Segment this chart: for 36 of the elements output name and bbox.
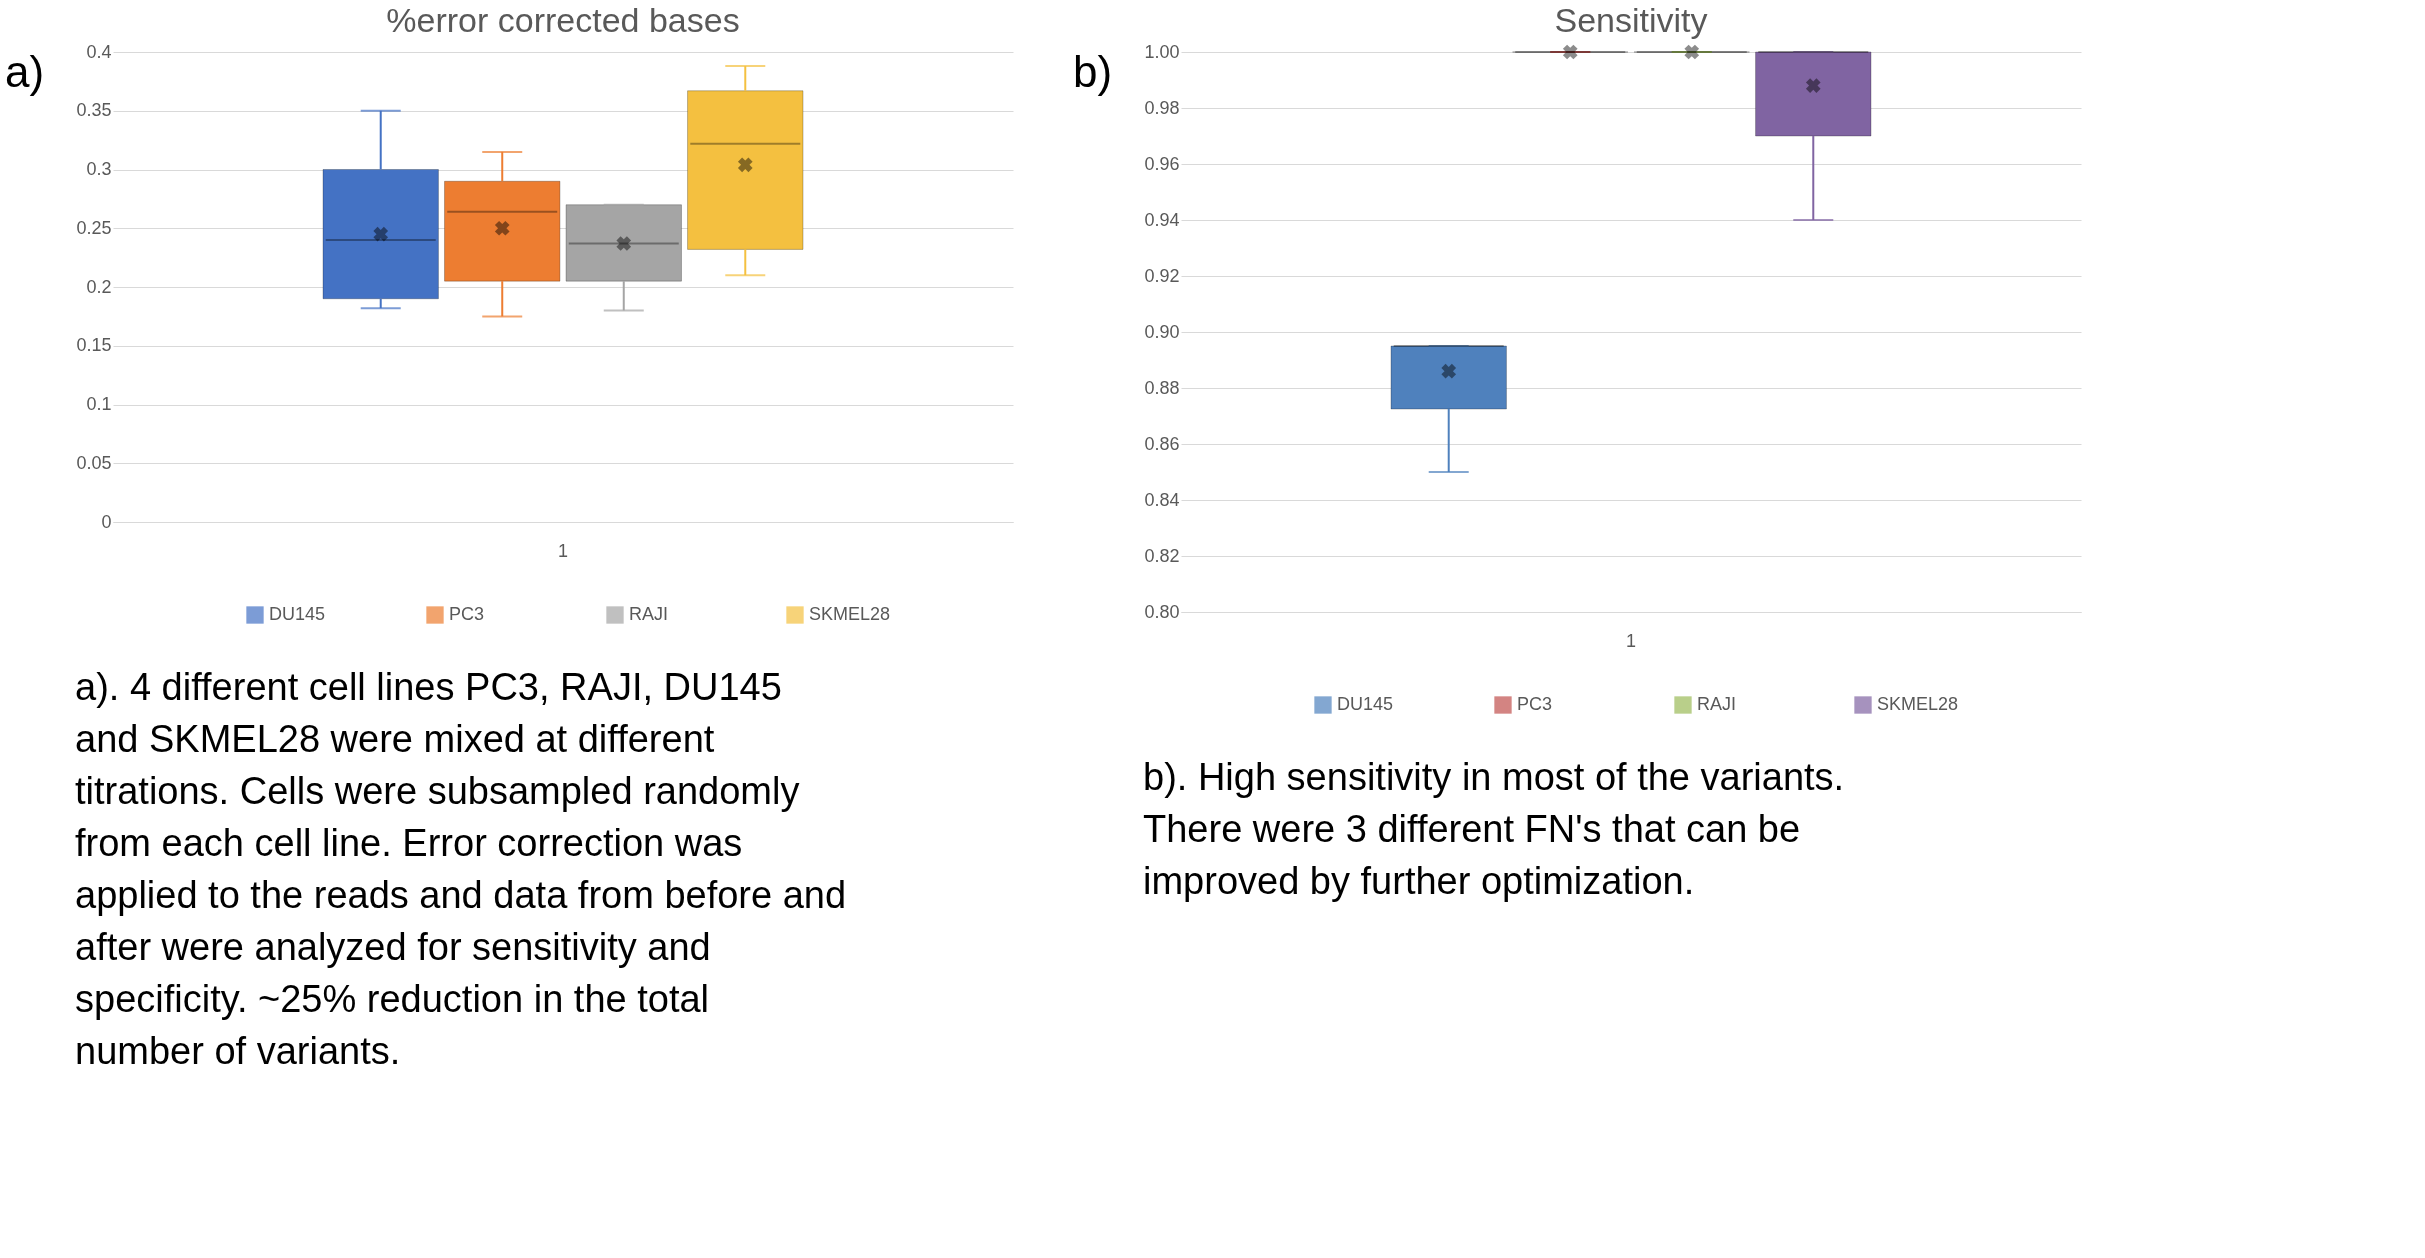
x-tick-label: 1 xyxy=(1625,630,1637,651)
text: a) xyxy=(5,47,45,96)
legend-label: DU145 xyxy=(1337,694,1394,714)
y-tick-label: 0.35 xyxy=(76,100,112,121)
x-tick-label: 1 xyxy=(557,540,569,561)
y-tick-label: 0 xyxy=(101,511,112,532)
y-tick-label: 0.88 xyxy=(1144,377,1180,398)
y-tick-label: 0.94 xyxy=(1144,209,1180,230)
legend-label: PC3 xyxy=(1517,694,1553,714)
y-tick-label: 0.2 xyxy=(86,276,112,297)
y-tick-label: 0.92 xyxy=(1144,265,1180,286)
y-tick-label: 0.98 xyxy=(1144,97,1180,118)
chart-title: Sensitivity xyxy=(1554,1,1708,39)
y-tick-label: 0.4 xyxy=(86,41,112,62)
legend-label: SKMEL28 xyxy=(1877,694,1959,714)
y-tick-label: 0.3 xyxy=(86,159,112,179)
legend-label: SKMEL28 xyxy=(809,604,891,624)
y-tick-label: 0.15 xyxy=(76,335,112,356)
text: b) xyxy=(1073,47,1113,96)
legend-label: PC3 xyxy=(449,604,485,624)
y-tick-label: 0.90 xyxy=(1144,321,1180,342)
y-tick-label: 0.84 xyxy=(1144,489,1180,510)
y-tick-label: 0.05 xyxy=(76,452,112,473)
legend-label: DU145 xyxy=(269,604,326,624)
y-tick-label: 0.25 xyxy=(76,217,112,238)
y-tick-label: 0.1 xyxy=(86,394,112,414)
legend-label: RAJI xyxy=(629,604,669,624)
chart-title: %error corrected bases xyxy=(386,1,740,39)
text: a). 4 different cell lines PC3, RAJI, DU145 and SKMEL28 were mixed at different titrations. Cells were subsampled randomly from each cell line. Error correction was applied to the reads and data from before and after were analyzed for sensitivity and specificity. ~25% reduction in the total number of variants. xyxy=(75,666,847,1072)
legend-label: RAJI xyxy=(1697,694,1737,714)
text: b). High sensitivity in most of the variants. There were 3 different FN's that can be improved by further optimization. xyxy=(1143,756,1845,902)
y-tick-label: 0.80 xyxy=(1144,601,1180,622)
y-tick-label: 0.86 xyxy=(1144,433,1180,454)
y-tick-label: 0.96 xyxy=(1144,153,1180,174)
y-tick-label: 1.00 xyxy=(1144,41,1180,62)
y-tick-label: 0.82 xyxy=(1144,545,1180,566)
